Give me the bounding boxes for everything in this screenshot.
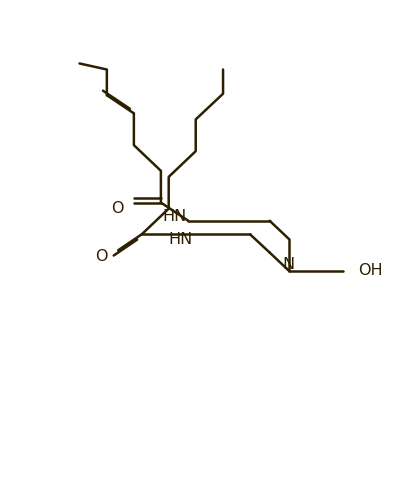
Text: N: N (283, 257, 295, 272)
Text: OH: OH (359, 263, 383, 278)
Text: O: O (112, 201, 124, 216)
Text: HN: HN (163, 209, 186, 224)
Text: O: O (94, 249, 107, 264)
Text: HN: HN (168, 232, 192, 247)
